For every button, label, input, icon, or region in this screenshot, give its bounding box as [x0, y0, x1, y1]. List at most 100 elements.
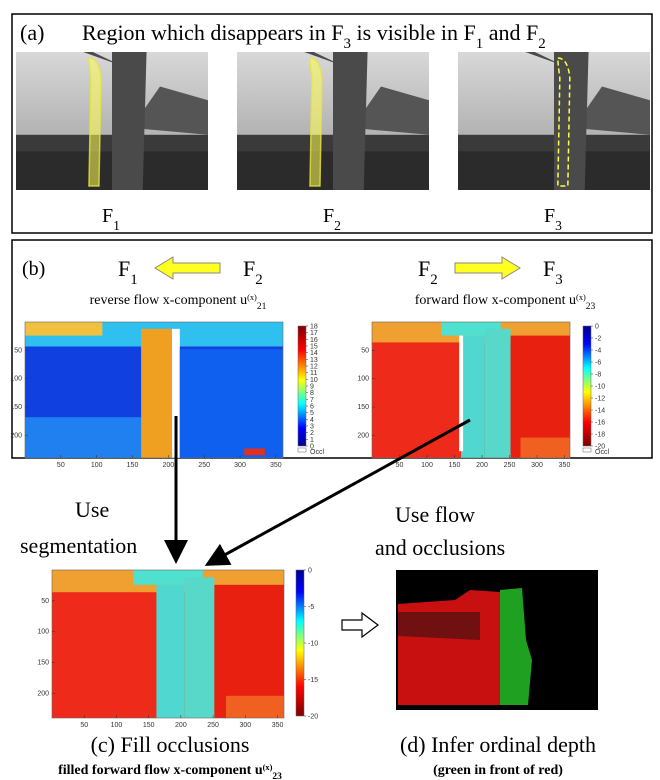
flow-image — [25, 322, 283, 458]
flow-region — [141, 328, 173, 458]
direction-arrow — [154, 256, 221, 280]
colorbar-label: -12 — [595, 396, 605, 403]
colorbar — [295, 569, 305, 717]
y-tick-label: 150 — [357, 404, 369, 411]
text-part: 1 — [113, 218, 120, 233]
flow-region — [184, 577, 215, 718]
text-part: 23 — [586, 302, 596, 312]
text-part: 3 — [555, 272, 562, 288]
x-tick-label: 200 — [476, 462, 488, 469]
flow-caption: forward flow x-component u(x)23 — [415, 293, 596, 313]
y-tick-label: 200 — [37, 690, 49, 697]
panel-a-box — [11, 13, 653, 234]
text-part: 3 — [344, 36, 351, 52]
x-tick-label: 150 — [127, 462, 139, 469]
x-tick-label: 50 — [396, 462, 404, 469]
photo-house — [131, 86, 208, 135]
colorbar-label: 2 — [310, 430, 314, 437]
colorbar-label: 12 — [310, 364, 318, 371]
x-tick-label: 250 — [198, 462, 210, 469]
flow-frame-label: F2 — [418, 256, 438, 288]
text-part: 2 — [255, 272, 262, 288]
colorbar-label: -14 — [595, 408, 605, 415]
text-part: 21 — [257, 302, 267, 312]
photo-branch — [304, 52, 343, 66]
y-tick-label: 50 — [361, 347, 369, 354]
photo-trunk — [554, 52, 589, 190]
colorbar-label: -5 — [308, 604, 314, 611]
y-tick-label: 50 — [14, 347, 22, 354]
colorbar-label: 9 — [310, 384, 314, 391]
x-tick-label: 100 — [111, 722, 123, 729]
text-part: (x) — [576, 293, 586, 302]
colorbar-label: 13 — [310, 357, 318, 364]
colorbar-label: 17 — [310, 330, 318, 337]
text-part: F — [243, 256, 255, 281]
frame-label: F3 — [544, 205, 562, 233]
text-part: (x) — [247, 293, 257, 302]
colorbar-occl-label: Occl — [310, 449, 324, 456]
text-part: 3 — [555, 218, 562, 233]
colorbar-label: 0 — [308, 568, 312, 575]
colorbar-label: 7 — [310, 397, 314, 404]
x-tick-label: 50 — [80, 722, 88, 729]
x-tick-label: 350 — [559, 462, 571, 469]
flow-region — [25, 417, 142, 458]
colorbar-label: -20 — [595, 444, 605, 451]
flow-region — [226, 695, 284, 718]
panel-title: Region which disappears in F3 is visible… — [82, 20, 546, 52]
y-tick-label: 200 — [10, 432, 22, 439]
y-tick-label: 100 — [357, 376, 369, 383]
flow-region — [25, 322, 103, 336]
colorbar-label: 5 — [310, 410, 314, 417]
y-tick-label: 100 — [10, 376, 22, 383]
arrow-text: Use flow — [395, 502, 475, 527]
plot-frame — [51, 569, 285, 719]
flow-region — [172, 328, 180, 458]
depth-red-dark — [398, 612, 480, 640]
depth-red — [398, 590, 500, 705]
flow-region — [484, 328, 511, 458]
colorbar-label: -18 — [595, 432, 605, 439]
colorbar-label: 0 — [310, 444, 314, 451]
colorbar-label: 16 — [310, 337, 318, 344]
depth-green — [500, 588, 532, 705]
x-tick-label: 300 — [239, 722, 251, 729]
panel-title: (c) Fill occlusions — [91, 732, 250, 757]
x-tick-label: 50 — [57, 462, 65, 469]
colorbar-label: 6 — [310, 404, 314, 411]
flow-caption: reverse flow x-component u(x)21 — [90, 293, 267, 313]
colorbar-label: 18 — [310, 324, 318, 331]
x-tick-label: 100 — [421, 462, 433, 469]
x-tick-label: 350 — [272, 722, 284, 729]
x-tick-label: 300 — [234, 462, 246, 469]
text-part: 2 — [430, 272, 437, 288]
photo-branch — [83, 52, 122, 66]
flow-frame-label: F1 — [118, 256, 138, 288]
text-part: 2 — [538, 36, 545, 52]
text-part: reverse flow x-component u — [90, 293, 247, 308]
occlusion-swatch — [297, 447, 307, 453]
x-tick-label: 150 — [449, 462, 461, 469]
text-part: and F — [483, 20, 538, 45]
y-tick-label: 100 — [37, 629, 49, 636]
panel-title: (d) Infer ordinal depth — [400, 732, 596, 757]
direction-arrow — [454, 256, 521, 280]
x-tick-label: 100 — [91, 462, 103, 469]
text-part: forward flow x-component u — [415, 293, 576, 308]
arrow-text: and occlusions — [375, 535, 505, 560]
photo-house — [352, 86, 429, 135]
y-tick-label: 50 — [41, 598, 49, 605]
photo-house — [573, 86, 650, 135]
flow-region — [461, 335, 485, 458]
panel-label: (b) — [22, 258, 45, 280]
panel-label: (a) — [20, 20, 44, 45]
y-tick-label: 200 — [357, 432, 369, 439]
x-tick-label: 250 — [207, 722, 219, 729]
text-part: F — [102, 205, 113, 227]
x-tick-label: 350 — [270, 462, 282, 469]
text-part: 2 — [334, 218, 341, 233]
flow-region — [156, 584, 185, 718]
text-part: filled forward flow x-component u — [58, 763, 263, 778]
